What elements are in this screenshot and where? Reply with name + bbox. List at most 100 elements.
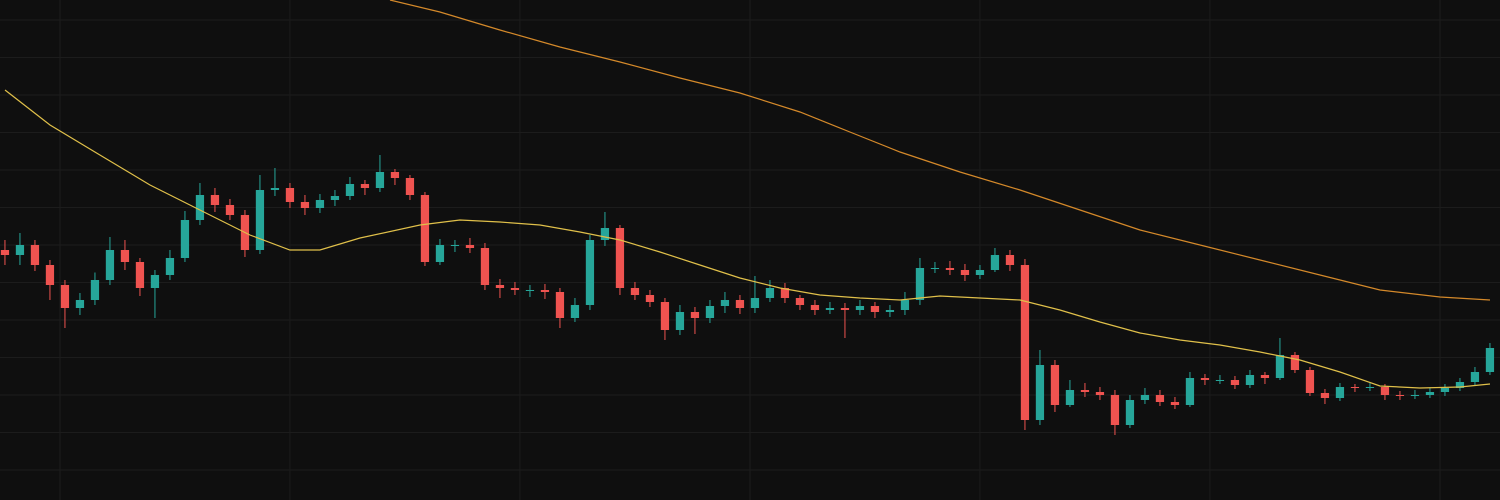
candle-body: [270, 188, 280, 190]
candle-body: [480, 248, 490, 285]
moving-average-line: [389, 0, 1491, 301]
candle-body: [150, 275, 160, 288]
candle-body: [1200, 378, 1210, 380]
candle-body: [585, 240, 595, 305]
candle-body: [990, 255, 1000, 270]
candle-body: [540, 290, 550, 292]
candle-body: [1365, 387, 1375, 388]
candle-body: [855, 306, 865, 310]
candle-body: [930, 268, 940, 269]
candle-body: [405, 178, 415, 195]
candle-body: [285, 188, 295, 202]
candle-body: [750, 298, 760, 308]
candle-body: [765, 288, 775, 298]
candle-body: [630, 288, 640, 295]
candle-body: [900, 300, 910, 310]
candle-body: [810, 305, 820, 310]
candle-body: [1410, 395, 1420, 396]
candle-body: [1035, 365, 1045, 420]
candle-body: [465, 245, 475, 248]
candle-body: [45, 265, 55, 285]
candle-body: [1155, 395, 1165, 402]
candle-body: [1140, 395, 1150, 400]
candle-body: [1125, 400, 1135, 425]
candle-body: [1230, 380, 1240, 385]
candle-body: [300, 202, 310, 208]
candle-body: [645, 295, 655, 302]
candle-body: [510, 288, 520, 290]
candle-body: [330, 196, 340, 200]
candle-body: [1095, 392, 1105, 395]
candle-body: [1065, 390, 1075, 405]
candle-body: [525, 290, 535, 291]
candle-body: [1275, 355, 1285, 378]
candle-body: [795, 298, 805, 305]
candle-body: [870, 306, 880, 312]
candle-body: [1485, 348, 1495, 372]
candle-body: [390, 172, 400, 178]
candle-body: [960, 270, 970, 275]
candle-body: [1350, 387, 1360, 388]
moving-average-line: [4, 89, 1491, 389]
candle-body: [555, 292, 565, 318]
candle-body: [1020, 265, 1030, 420]
candle-body: [705, 306, 715, 318]
candle-body: [225, 205, 235, 215]
candle-body: [75, 300, 85, 308]
candle-body: [1005, 255, 1015, 265]
candle-body: [120, 250, 130, 262]
candle-body: [420, 195, 430, 262]
candle-body: [975, 270, 985, 275]
candle-body: [690, 312, 700, 318]
candle-body: [720, 300, 730, 306]
candle-body: [615, 228, 625, 288]
candle-body: [450, 245, 460, 246]
candle-body: [1290, 355, 1300, 370]
candle-body: [1080, 390, 1090, 392]
candle-body: [885, 310, 895, 312]
candle-body: [1215, 380, 1225, 381]
candle-body: [1440, 388, 1450, 392]
candle-body: [1455, 382, 1465, 388]
candle-body: [0, 250, 10, 255]
candle-body: [105, 250, 115, 280]
candle-body: [1110, 395, 1120, 425]
candle-body: [1395, 395, 1405, 396]
candle-body: [780, 288, 790, 298]
candle-body: [840, 308, 850, 310]
candle-body: [60, 285, 70, 308]
candle-body: [1305, 370, 1315, 393]
candle-body: [600, 228, 610, 240]
candle-body: [1050, 365, 1060, 405]
candle-body: [570, 305, 580, 318]
candle-body: [345, 184, 355, 196]
candle-body: [255, 190, 265, 250]
candle-body: [1470, 372, 1480, 382]
candle-body: [360, 184, 370, 188]
candle-body: [1185, 378, 1195, 405]
candle-body: [915, 268, 925, 300]
candle-body: [945, 268, 955, 270]
candle-body: [1170, 402, 1180, 405]
candle-body: [30, 245, 40, 265]
candle-body: [735, 300, 745, 308]
candle-body: [1260, 375, 1270, 378]
candle-body: [180, 220, 190, 258]
candle-body: [90, 280, 100, 300]
candle-body: [495, 285, 505, 288]
candle-body: [675, 312, 685, 330]
candle-body: [825, 308, 835, 310]
candle-body: [15, 245, 25, 255]
candle-body: [165, 258, 175, 275]
candle-body: [660, 302, 670, 330]
candle-body: [210, 195, 220, 205]
candle-body: [315, 200, 325, 208]
candle-body: [1425, 392, 1435, 395]
candle-body: [195, 195, 205, 220]
candle-body: [1380, 387, 1390, 395]
candle-body: [1320, 393, 1330, 398]
candle-body: [1245, 375, 1255, 385]
candle-body: [135, 262, 145, 288]
